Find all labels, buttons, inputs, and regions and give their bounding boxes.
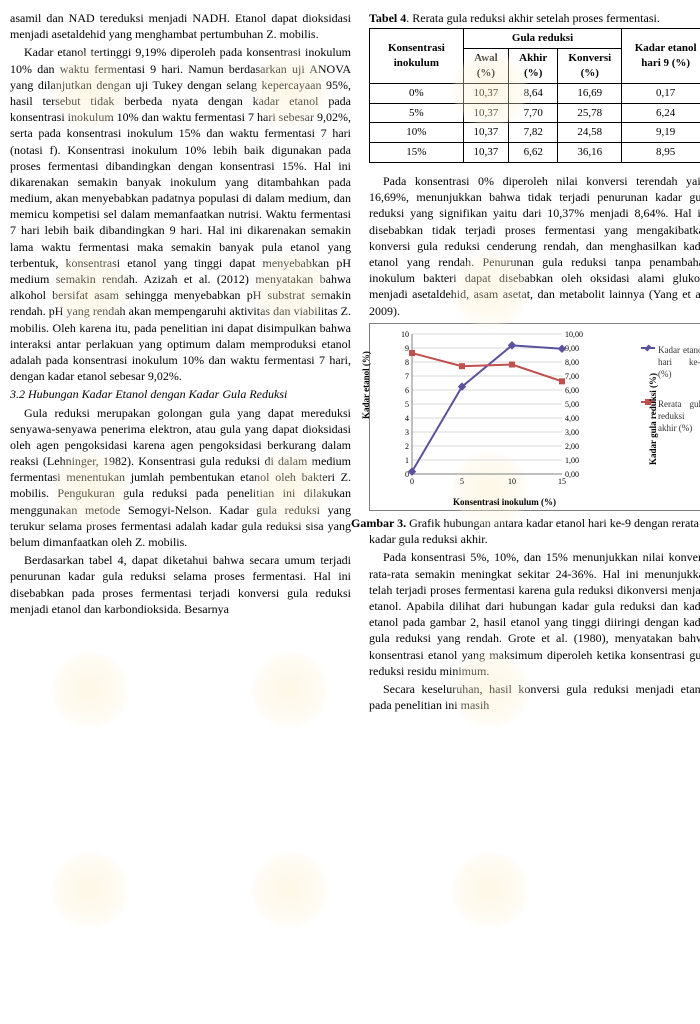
td: 25,78 bbox=[558, 103, 622, 123]
table-gula-reduksi: Konsentrasi inokulum Gula reduksi Kadar … bbox=[369, 28, 700, 163]
para: Pada konsentrasi 0% diperoleh nilai konv… bbox=[369, 173, 700, 319]
td: 6,62 bbox=[509, 143, 558, 163]
svg-text:8,00: 8,00 bbox=[565, 358, 579, 367]
td: 0% bbox=[370, 83, 464, 103]
svg-text:3,00: 3,00 bbox=[565, 428, 579, 437]
section-heading: 3.2 Hubungan Kadar Etanol dengan Kadar G… bbox=[10, 386, 351, 402]
para: Kadar etanol tertinggi 9,19% diperoleh p… bbox=[10, 44, 351, 384]
th: Gula reduksi bbox=[463, 29, 622, 49]
para: Berdasarkan tabel 4, dapat diketahui bah… bbox=[10, 552, 351, 617]
td: 10% bbox=[370, 123, 464, 143]
legend-label: Rerata gula reduksi akhir (%) bbox=[658, 398, 700, 434]
svg-text:6: 6 bbox=[405, 386, 409, 395]
th: Konsentrasi inokulum bbox=[370, 29, 464, 84]
svg-text:4: 4 bbox=[405, 414, 409, 423]
svg-text:7: 7 bbox=[405, 372, 409, 381]
right-column: Tabel 4. Tabel 4. Rerata gula reduksi ak… bbox=[369, 10, 700, 715]
left-column: asamil dan NAD tereduksi menjadi NADH. E… bbox=[10, 10, 351, 715]
y-axis-right-label: Kadar gula reduksi (%) bbox=[647, 373, 659, 465]
td: 24,58 bbox=[558, 123, 622, 143]
svg-text:6,00: 6,00 bbox=[565, 386, 579, 395]
td: 10,37 bbox=[463, 143, 508, 163]
para: Secara keseluruhan, hasil konversi gula … bbox=[369, 681, 700, 713]
td: 0,17 bbox=[622, 83, 700, 103]
td: 6,24 bbox=[622, 103, 700, 123]
chart: Kadar etanol (%) Kadar gula reduksi (%) … bbox=[369, 323, 700, 511]
td: 10,37 bbox=[463, 83, 508, 103]
th: Kadar etanol hari 9 (%) bbox=[622, 29, 700, 84]
y-axis-left-label: Kadar etanol (%) bbox=[360, 351, 372, 419]
th: Awal (%) bbox=[463, 49, 508, 84]
svg-text:2: 2 bbox=[405, 442, 409, 451]
svg-text:0,00: 0,00 bbox=[565, 470, 579, 479]
svg-text:5: 5 bbox=[405, 400, 409, 409]
para: asamil dan NAD tereduksi menjadi NADH. E… bbox=[10, 10, 351, 42]
chart-svg: 0 0,00 1 1,00 2 2,00 3 3,00 4 4,00 5 5,00 6 6,00 7 7,00… bbox=[394, 330, 594, 490]
svg-text:1: 1 bbox=[405, 456, 409, 465]
svg-text:8: 8 bbox=[405, 358, 409, 367]
svg-text:10: 10 bbox=[508, 477, 516, 486]
para: Pada konsentrasi 5%, 10%, dan 15% menunj… bbox=[369, 549, 700, 679]
td: 7,70 bbox=[509, 103, 558, 123]
svg-text:5,00: 5,00 bbox=[565, 400, 579, 409]
legend-marker-etanol bbox=[641, 344, 655, 352]
svg-text:10: 10 bbox=[401, 330, 409, 339]
td: 5% bbox=[370, 103, 464, 123]
para: Gula reduksi merupakan golongan gula yan… bbox=[10, 405, 351, 551]
td: 10,37 bbox=[463, 123, 508, 143]
td: 16,69 bbox=[558, 83, 622, 103]
td: 8,64 bbox=[509, 83, 558, 103]
legend-label: Kadar etanol hari ke-9 (%) bbox=[658, 344, 700, 380]
svg-text:9: 9 bbox=[405, 344, 409, 353]
x-axis-label: Konsentrasi inokulum (%) bbox=[372, 496, 637, 508]
svg-text:10,00: 10,00 bbox=[565, 330, 583, 339]
svg-text:2,00: 2,00 bbox=[565, 442, 579, 451]
table-caption: Tabel 4. Tabel 4. Rerata gula reduksi ak… bbox=[369, 10, 700, 26]
td: 36,16 bbox=[558, 143, 622, 163]
svg-text:3: 3 bbox=[405, 428, 409, 437]
th: Konversi (%) bbox=[558, 49, 622, 84]
td: 8,95 bbox=[622, 143, 700, 163]
svg-text:7,00: 7,00 bbox=[565, 372, 579, 381]
svg-text:4,00: 4,00 bbox=[565, 414, 579, 423]
td: 7,82 bbox=[509, 123, 558, 143]
svg-text:15: 15 bbox=[558, 477, 566, 486]
td: 10,37 bbox=[463, 103, 508, 123]
figure-caption: Gambar 3. Grafik hubungan antara kadar e… bbox=[369, 515, 700, 547]
svg-text:5: 5 bbox=[460, 477, 464, 486]
td: 9,19 bbox=[622, 123, 700, 143]
th: Akhir (%) bbox=[509, 49, 558, 84]
svg-text:9,00: 9,00 bbox=[565, 344, 579, 353]
svg-text:0: 0 bbox=[410, 477, 414, 486]
td: 15% bbox=[370, 143, 464, 163]
svg-text:1,00: 1,00 bbox=[565, 456, 579, 465]
